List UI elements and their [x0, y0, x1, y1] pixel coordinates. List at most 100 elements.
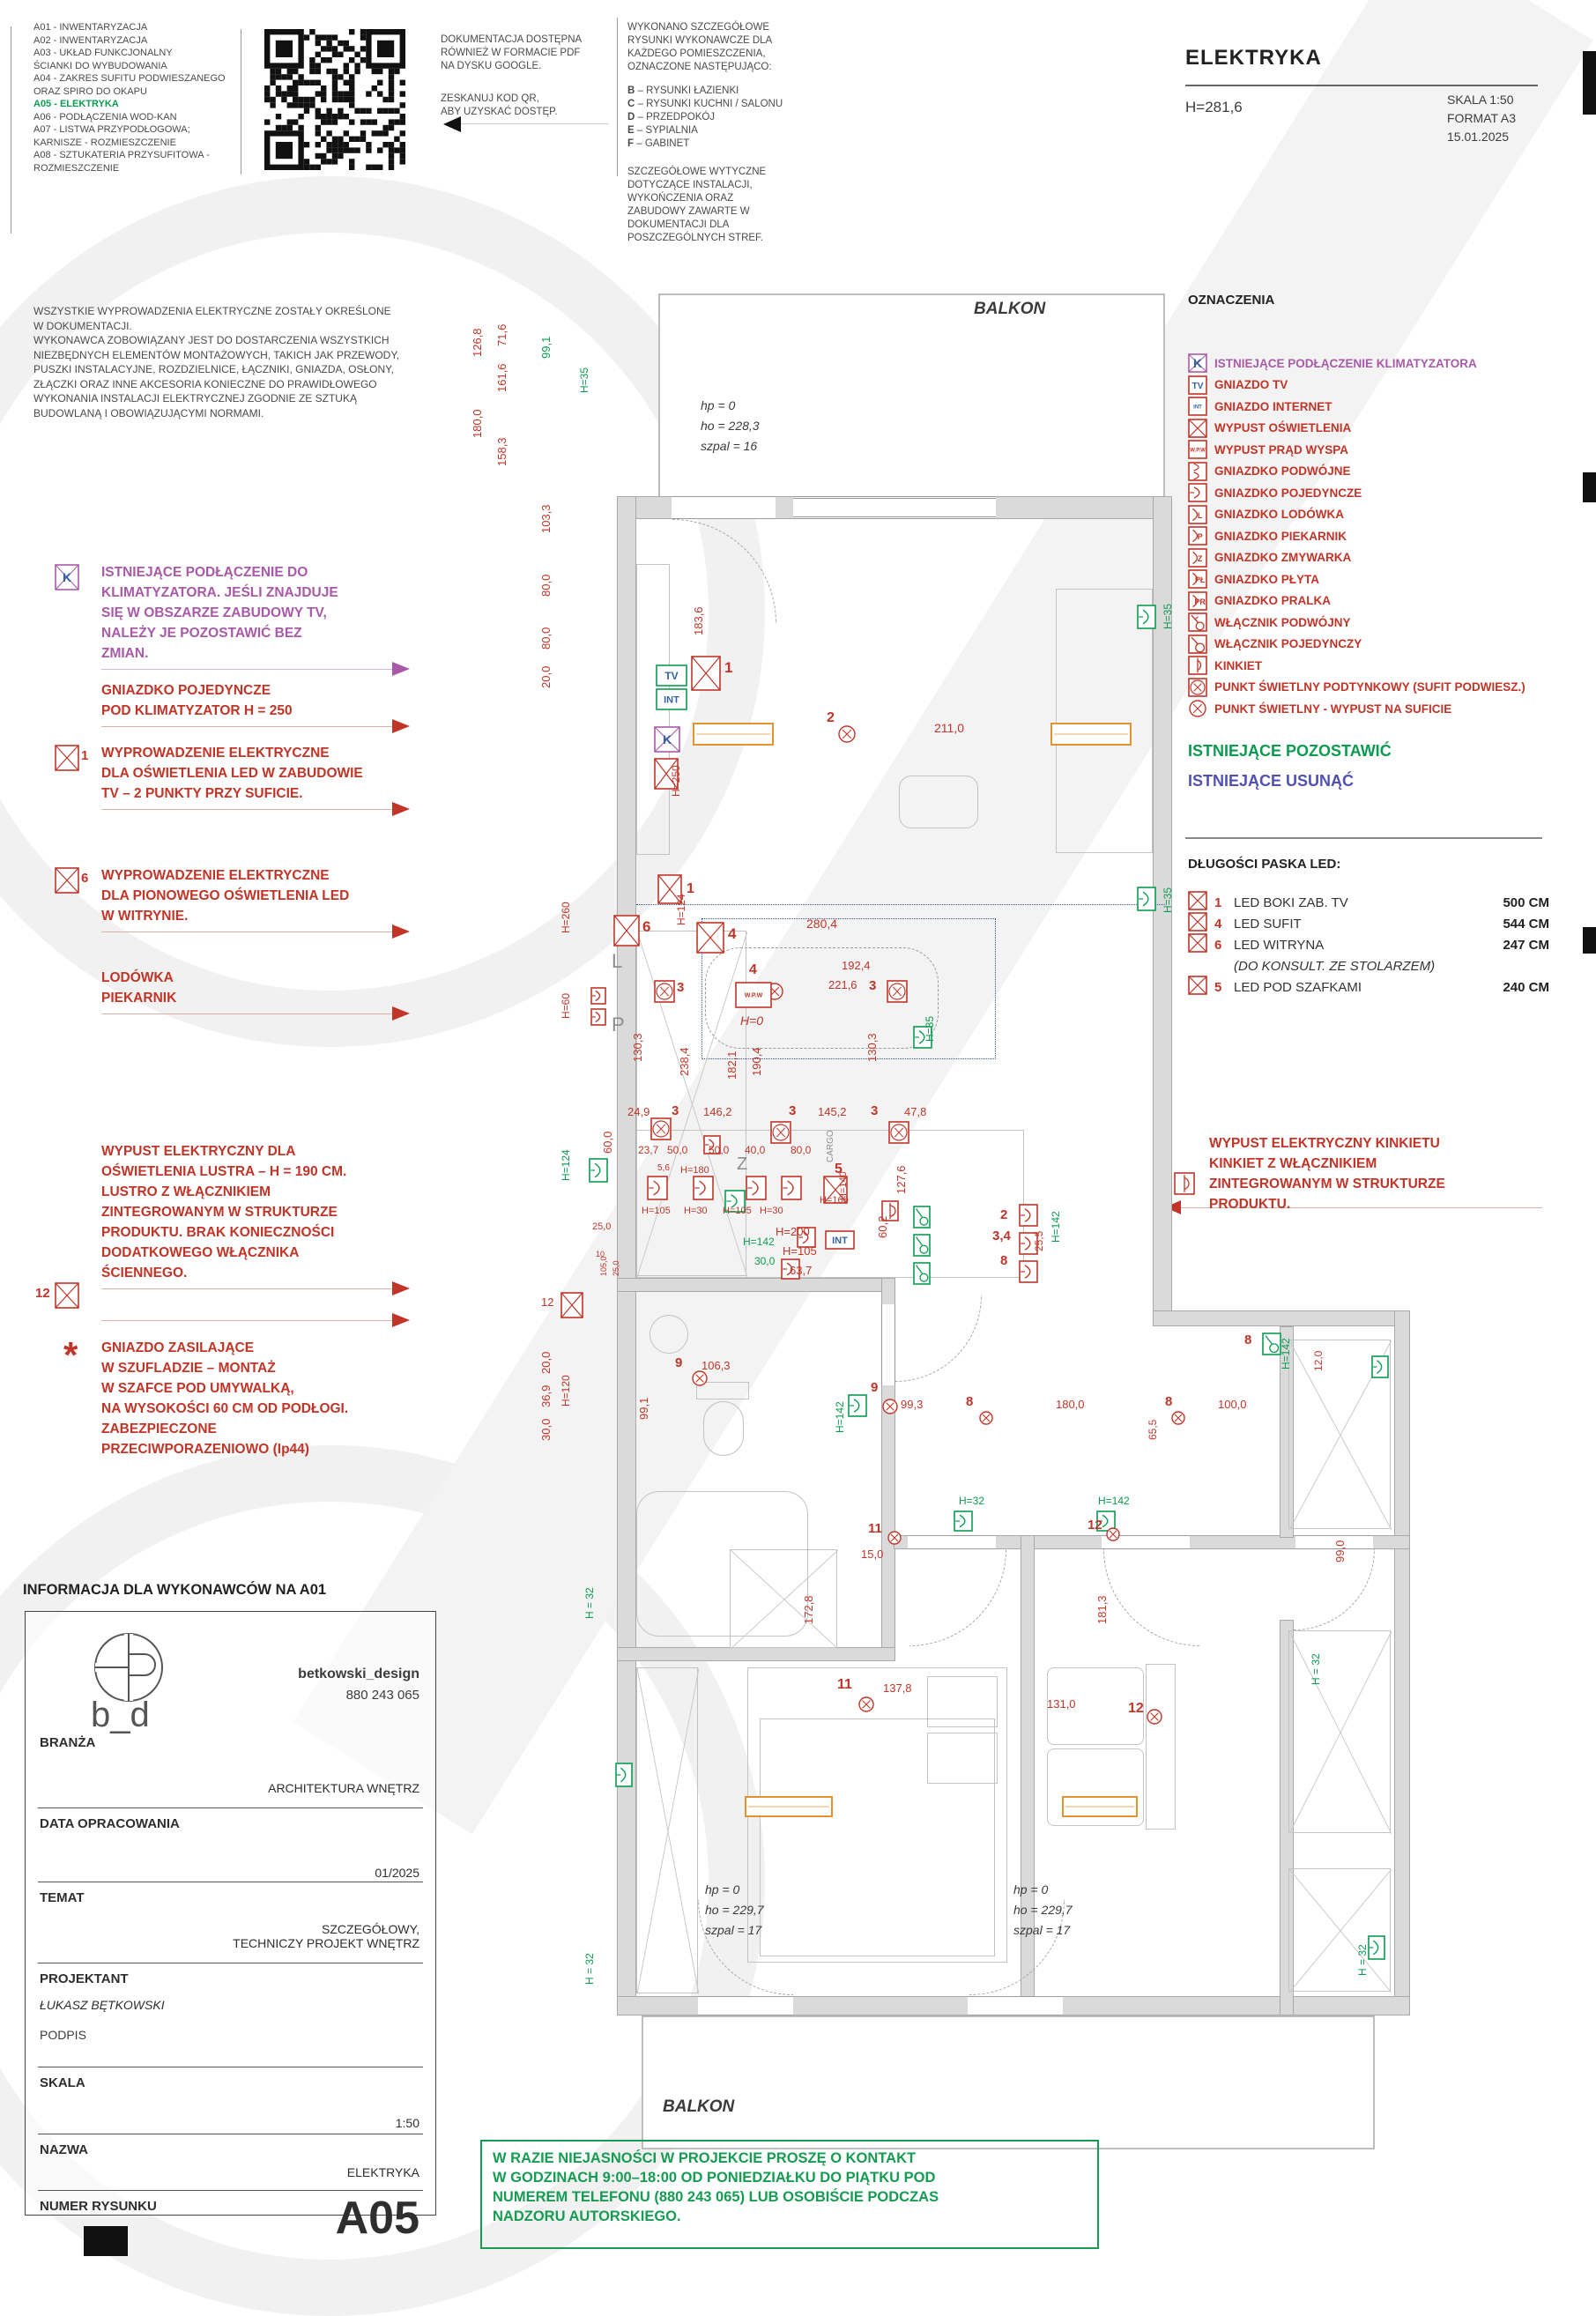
- arrow-left-icon: [443, 116, 461, 132]
- plan-label: H=140: [838, 1171, 849, 1200]
- plan-symbol-sock: [647, 1176, 668, 1200]
- plan-label: H=35: [1162, 887, 1174, 913]
- plan-label: 2: [827, 710, 835, 725]
- text-line: OŚWIETLENIA LUSTRA – H = 190 CM.: [101, 1164, 347, 1179]
- date-note: 15.01.2025: [1447, 130, 1510, 144]
- text-line: B – RYSUNKI ŁAZIENKI: [627, 85, 739, 96]
- info-heading: INFORMACJA DLA WYKONAWCÓW NA A01: [23, 1582, 327, 1598]
- plan-label: 20,0: [539, 1351, 553, 1374]
- plan-label: 30,0: [754, 1255, 776, 1267]
- titleblock-value: SZCZEGÓŁOWY, TECHNICZY PROJEKT WNĘTRZ: [233, 1922, 419, 1950]
- plan-symbol-rad: [693, 723, 774, 746]
- plan-label: 126,8: [471, 328, 484, 357]
- plan-symbol-sock: [693, 1176, 714, 1200]
- plan-label: 5,6: [657, 1163, 670, 1173]
- furniture-outline: [705, 947, 939, 1049]
- text-line: C – RYSUNKI KUCHNI / SALONU: [627, 99, 783, 109]
- legend-label: GNIAZDKO ZMYWARKA: [1214, 551, 1352, 565]
- plan-symbol-sock: [590, 987, 606, 1005]
- qr-code: [264, 29, 410, 174]
- plan-symbol-xbox: [691, 656, 721, 691]
- text-line: ZINTEGROWANYM W STRUKTURZE: [101, 1205, 338, 1220]
- exec-note-2: SZCZEGÓŁOWE WYTYCZNE DOTYCZĄCE INSTALACJI…: [627, 166, 766, 245]
- furniture-outline: [1288, 1630, 1392, 1835]
- legend-label: GNIAZDO TV: [1214, 378, 1288, 392]
- plan-symbol-circx: [857, 1696, 875, 1713]
- legend-label: WYPUST PRĄD WYSPA: [1214, 442, 1349, 457]
- text-line: NADZORU AUTORSKIEGO.: [493, 2208, 681, 2224]
- led-row: 6 LED WITRYNA 247 CM: [1188, 933, 1549, 955]
- plan-symbol-circx: [1105, 1526, 1121, 1542]
- plan-symbol-sock: [954, 1511, 973, 1532]
- plan-label: H=105: [642, 1206, 671, 1216]
- plan-symbol-sock: [1368, 1935, 1385, 1960]
- text-line: DLA PIONOWEGO OŚWIETLENIA LED: [101, 888, 350, 903]
- svg-text:PR: PR: [1194, 598, 1206, 606]
- plan-label: H=35: [924, 1015, 936, 1042]
- led-label: LED BOKI ZAB. TV: [1234, 894, 1348, 910]
- titleblock-divider: [38, 2190, 423, 2191]
- wall-opening: [1295, 1535, 1373, 1549]
- furniture-outline: [1288, 1868, 1392, 1993]
- plan-label: BALKON: [974, 300, 1046, 318]
- plan-symbol-sock: [589, 1158, 608, 1183]
- plan-label: 3: [672, 1103, 679, 1118]
- led-title: DŁUGOŚCI PASKA LED:: [1188, 857, 1341, 872]
- text-line: KLIMATYZATORA. JEŚLI ZNAJDUJE: [101, 585, 338, 600]
- plan-label: 12: [1088, 1518, 1102, 1533]
- text-line: NA WYSOKOŚCI 60 CM OD PODŁOGI.: [101, 1401, 349, 1416]
- furniture-outline: [760, 1718, 995, 1956]
- furniture-outline: [696, 1382, 749, 1399]
- text-line: DLA OŚWIETLENIA LED W ZABUDOWIE: [101, 766, 363, 781]
- plan-symbol-sock: [1137, 605, 1156, 629]
- legend-label: WYPUST OŚWIETLENIA: [1214, 421, 1352, 435]
- led-length-list: 1 LED BOKI ZAB. TV 500 CM 4 LED SUFIT 544 CM 6…: [1188, 891, 1549, 998]
- legend-row: WŁĄCZNIK POJEDYNCZY: [1188, 634, 1593, 656]
- text-line: DOKUMENTACJA DOSTĘPNA: [441, 34, 583, 45]
- plan-label: 11: [868, 1521, 882, 1536]
- leader-arrow: [392, 1281, 410, 1295]
- plan-symbol-circx: [978, 1410, 994, 1426]
- drawing-index-item: A03 - UKŁAD FUNKCJONALNY: [33, 48, 173, 58]
- legend-divider: [1185, 837, 1542, 839]
- titleblock-value: ŁUKASZ BĘTKOWSKI: [40, 1998, 165, 2012]
- door-swing-arc: [672, 519, 776, 623]
- plan-label: H=142: [1098, 1495, 1130, 1507]
- ceiling-dotted-line: [636, 904, 1165, 905]
- brand-name: betkowski_design: [298, 1666, 419, 1681]
- svg-text:INT: INT: [664, 695, 679, 706]
- text-line: ŚCIENNEGO.: [101, 1266, 188, 1280]
- led-value: 544 CM: [1503, 916, 1549, 932]
- legend-row: WYPUST OŚWIETLENIA: [1188, 418, 1593, 440]
- plan-label: 80,0: [539, 627, 553, 650]
- plan-symbol-boxcircx: [770, 1121, 791, 1144]
- plan-label: szpal = 17: [1013, 1923, 1071, 1937]
- led-number: 5: [1214, 979, 1222, 995]
- plan-symbol-boxcircx: [887, 980, 908, 1003]
- xbox-icon: [1188, 418, 1214, 438]
- furniture-outline: [1288, 1340, 1392, 1531]
- drawing-sheet: A01 - INWENTARYZACJA A02 - INWENTARYZACJA…: [11, 18, 1596, 2256]
- svg-text:Z: Z: [1198, 554, 1203, 563]
- text-line: NALEŻY JE POZOSTAWIĆ BEZ: [101, 626, 302, 641]
- box-icon: W.P.W: [1188, 440, 1214, 460]
- text-line: W GODZINACH 9:00–18:00 OD PONIEDZIAŁKU D…: [493, 2170, 936, 2186]
- drawing-index-list: A01 - INWENTARYZACJA A02 - INWENTARYZACJA…: [33, 21, 226, 174]
- plan-symbol-sock: [797, 1227, 816, 1248]
- titleblock-label: DATA OPRACOWANIA: [40, 1816, 180, 1831]
- furniture-outline: [1047, 1748, 1144, 1826]
- plan-label: 146,2: [703, 1105, 732, 1118]
- plan-label: 181,3: [1095, 1595, 1109, 1624]
- text-line: TV – 2 PUNKTY PRZY SUFICIE.: [101, 786, 303, 801]
- leader-line: [101, 1013, 392, 1014]
- plan-label: 211,0: [934, 721, 964, 735]
- text-line: PUSZKI INSTALACYJNE, ROZDZIELNICE, ŁĄCZN…: [33, 363, 394, 375]
- plan-label: 127,6: [895, 1165, 908, 1194]
- text-line: SZCZEGÓŁOWE WYTYCZNE: [627, 167, 767, 177]
- plan-label: 20,0: [539, 665, 553, 688]
- furniture-outline: [701, 918, 996, 1059]
- furniture-outline: [1047, 1667, 1144, 1745]
- wall-segment: [617, 1647, 895, 1661]
- text-line: W SZUFLADZIE – MONTAŻ: [101, 1361, 276, 1376]
- leader-arrow: [392, 1313, 410, 1327]
